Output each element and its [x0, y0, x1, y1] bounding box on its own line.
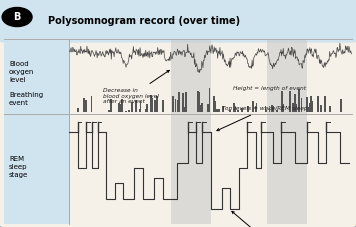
- Bar: [329, 106, 331, 112]
- Bar: [140, 101, 141, 112]
- Bar: [324, 96, 326, 112]
- Bar: [309, 103, 310, 112]
- Bar: [298, 89, 300, 112]
- Bar: [276, 110, 278, 112]
- Text: Decrease in
blood oxygen level
after an event: Decrease in blood oxygen level after an …: [103, 70, 169, 104]
- Bar: [235, 107, 236, 112]
- Text: Bottom levels = deep sleep: Bottom levels = deep sleep: [222, 211, 303, 227]
- Bar: [294, 94, 296, 112]
- Bar: [310, 98, 312, 112]
- Bar: [201, 103, 203, 112]
- Bar: [118, 103, 120, 112]
- Bar: [83, 98, 84, 112]
- Bar: [185, 92, 187, 112]
- Bar: [307, 97, 308, 112]
- Bar: [154, 100, 156, 112]
- Bar: [135, 100, 137, 112]
- Bar: [312, 101, 313, 112]
- Bar: [293, 106, 294, 112]
- Bar: [216, 109, 218, 112]
- Bar: [171, 39, 210, 224]
- Bar: [309, 109, 311, 112]
- Bar: [252, 101, 254, 112]
- Text: Breathing
event: Breathing event: [9, 92, 43, 106]
- Bar: [151, 98, 153, 112]
- Bar: [256, 103, 257, 112]
- Bar: [145, 109, 147, 112]
- Bar: [269, 109, 271, 112]
- Bar: [110, 99, 112, 112]
- Bar: [172, 96, 174, 112]
- Bar: [320, 105, 322, 112]
- Bar: [162, 101, 164, 112]
- Bar: [77, 108, 79, 112]
- Bar: [4, 39, 69, 114]
- Text: Blood
oxygen
level: Blood oxygen level: [9, 61, 34, 82]
- Bar: [139, 109, 141, 112]
- Bar: [128, 110, 130, 112]
- Bar: [207, 104, 209, 112]
- Bar: [229, 110, 231, 112]
- Bar: [295, 104, 297, 112]
- Bar: [298, 104, 300, 112]
- Bar: [241, 109, 243, 112]
- Bar: [272, 106, 274, 112]
- Bar: [255, 106, 257, 112]
- Bar: [300, 98, 302, 112]
- Bar: [292, 103, 294, 112]
- Bar: [306, 99, 308, 112]
- Bar: [316, 108, 318, 112]
- Bar: [184, 107, 186, 112]
- Bar: [182, 93, 184, 112]
- Bar: [162, 111, 164, 112]
- Bar: [199, 105, 200, 112]
- Circle shape: [2, 7, 32, 27]
- Bar: [156, 96, 158, 112]
- Bar: [120, 104, 122, 112]
- Bar: [282, 99, 283, 112]
- Bar: [118, 111, 120, 112]
- Bar: [320, 111, 321, 112]
- Bar: [131, 102, 133, 112]
- Bar: [209, 88, 210, 112]
- Bar: [175, 99, 177, 112]
- Bar: [213, 96, 215, 112]
- Text: B: B: [14, 12, 21, 22]
- Bar: [281, 91, 283, 112]
- Bar: [125, 111, 127, 112]
- Bar: [310, 96, 312, 112]
- Bar: [155, 104, 157, 112]
- Bar: [177, 102, 179, 112]
- Bar: [177, 100, 179, 112]
- Bar: [214, 101, 216, 112]
- Text: Height = length of event: Height = length of event: [233, 86, 306, 91]
- Bar: [121, 99, 123, 112]
- Bar: [4, 114, 69, 224]
- Bar: [247, 106, 248, 112]
- Bar: [157, 99, 158, 112]
- Bar: [85, 107, 87, 112]
- Bar: [90, 96, 92, 112]
- Text: REM
sleep
stage: REM sleep stage: [9, 156, 28, 178]
- Bar: [267, 39, 307, 224]
- Bar: [178, 91, 180, 112]
- Bar: [237, 110, 239, 112]
- Bar: [178, 104, 179, 112]
- Bar: [150, 95, 152, 112]
- Bar: [271, 105, 273, 112]
- Bar: [340, 99, 342, 112]
- Bar: [121, 100, 122, 112]
- Bar: [222, 106, 224, 112]
- Bar: [197, 91, 199, 112]
- Bar: [282, 104, 284, 112]
- Text: Polysomnogram record (over time): Polysomnogram record (over time): [48, 16, 240, 26]
- Bar: [317, 96, 319, 112]
- Bar: [199, 92, 200, 112]
- Bar: [218, 109, 220, 112]
- Bar: [233, 103, 235, 112]
- Bar: [308, 107, 309, 112]
- Bar: [146, 104, 148, 112]
- Bar: [85, 101, 87, 112]
- Bar: [4, 3, 352, 39]
